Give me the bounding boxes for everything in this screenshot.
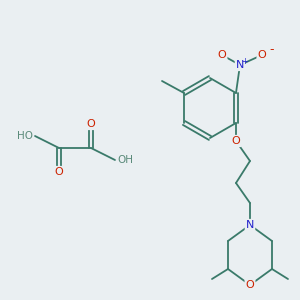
Text: N: N [236,60,244,70]
Text: +: + [242,56,248,65]
Text: -: - [270,44,274,56]
Text: N: N [246,220,254,230]
Text: O: O [87,119,95,129]
Text: OH: OH [117,155,133,165]
Text: O: O [258,50,266,60]
Text: O: O [218,50,226,60]
Text: O: O [246,280,254,290]
Text: O: O [55,167,63,177]
Text: O: O [232,136,240,146]
Text: HO: HO [17,131,33,141]
